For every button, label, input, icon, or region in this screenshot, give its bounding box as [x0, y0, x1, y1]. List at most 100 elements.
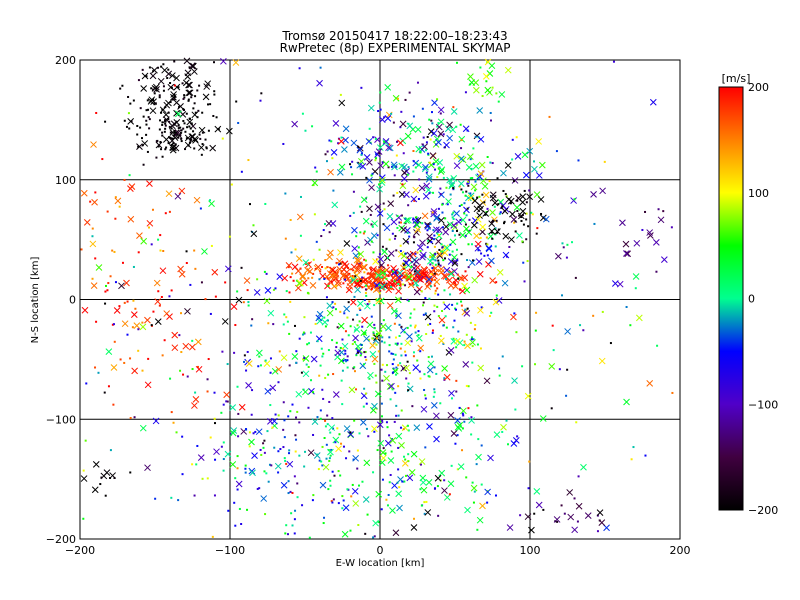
data-point-cross [566, 489, 574, 496]
data-point-dot [460, 139, 463, 142]
data-point-dot [630, 458, 633, 461]
data-point-dot [488, 315, 491, 318]
data-point-dot [424, 312, 427, 315]
data-point-cross [455, 218, 463, 226]
data-point-dot [436, 231, 439, 234]
data-point-dot [164, 127, 167, 130]
data-point-dot [308, 342, 311, 345]
data-point-cross [371, 402, 378, 410]
data-point-cross [443, 141, 450, 149]
data-point-dot [457, 330, 460, 333]
data-point-cross [454, 417, 461, 424]
data-point-dot [478, 195, 481, 198]
data-point-dot [346, 355, 349, 358]
data-point-dot [373, 327, 376, 330]
data-point-dot [194, 111, 197, 114]
colorbar [718, 86, 744, 511]
data-point-cross [291, 353, 299, 360]
data-point-dot [437, 233, 440, 236]
data-point-dot [412, 283, 415, 286]
data-point-cross [353, 267, 361, 274]
data-point-dot [370, 287, 373, 290]
data-point-cross [433, 435, 440, 443]
data-point-cross [406, 474, 414, 482]
data-point-dot [209, 199, 212, 202]
data-point-dot [324, 325, 327, 328]
data-point-cross [136, 232, 143, 240]
data-point-dot [194, 95, 197, 98]
data-point-dot [327, 319, 330, 322]
data-point-dot [436, 125, 439, 128]
data-point-dot [345, 457, 348, 460]
data-point-dot [129, 357, 132, 360]
data-point-dot [381, 363, 384, 366]
data-point-cross [342, 136, 349, 144]
data-point-dot [420, 504, 423, 507]
data-point-cross [446, 221, 454, 228]
data-point-dot [324, 425, 327, 428]
data-point-dot [388, 350, 391, 353]
data-point-dot [398, 221, 401, 224]
data-point-cross [404, 132, 412, 140]
data-point-dot [164, 120, 167, 123]
data-point-cross [492, 298, 500, 306]
data-point-dot [240, 170, 243, 173]
data-point-dot [513, 221, 516, 224]
data-point-cross [238, 403, 246, 411]
data-point-cross [360, 329, 368, 337]
data-point-dot [433, 310, 436, 313]
data-point-dot [437, 315, 440, 318]
data-point-dot [162, 85, 165, 88]
data-point-dot [502, 189, 505, 192]
data-point-dot [160, 295, 163, 298]
data-point-dot [82, 517, 85, 520]
data-point-cross [454, 423, 462, 431]
data-point-dot [390, 450, 393, 453]
data-point-dot [399, 244, 402, 247]
data-point-dot [361, 276, 364, 279]
data-point-dot [527, 487, 530, 490]
data-point-dot [535, 311, 538, 314]
data-point-dot [163, 130, 166, 133]
data-point-cross [584, 512, 592, 519]
data-point-dot [430, 241, 433, 244]
data-point-cross [477, 170, 485, 178]
data-point-cross [245, 360, 253, 367]
data-point-dot [357, 246, 360, 249]
data-point-cross [352, 252, 360, 260]
data-point-dot [401, 480, 404, 483]
data-point-dot [287, 415, 290, 418]
data-point-dot [191, 339, 194, 342]
data-point-dot [407, 429, 410, 432]
data-point-cross [459, 231, 467, 239]
data-point-dot [104, 284, 107, 287]
data-point-dot [450, 464, 453, 467]
data-point-dot [495, 92, 498, 95]
data-point-dot [577, 475, 580, 478]
data-point-dot [334, 274, 337, 277]
data-point-dot [114, 281, 117, 284]
data-point-dot [528, 460, 531, 463]
data-point-dot [463, 340, 466, 343]
data-point-dot [670, 226, 673, 229]
data-point-cross [235, 480, 243, 488]
data-point-cross [500, 169, 507, 177]
data-point-dot [215, 116, 218, 119]
data-point-cross [425, 479, 433, 486]
data-point-cross [80, 475, 88, 482]
data-point-cross [412, 186, 420, 194]
data-point-dot [283, 313, 286, 316]
data-point-dot [413, 263, 416, 266]
data-point-cross [369, 350, 377, 358]
data-point-dot [161, 134, 164, 137]
data-point-dot [394, 342, 397, 345]
data-point-dot [354, 329, 357, 332]
data-point-cross [343, 425, 351, 432]
data-point-dot [464, 91, 467, 94]
data-point-dot [382, 223, 385, 226]
data-point-cross [548, 363, 556, 370]
data-point-dot [363, 363, 366, 366]
data-point-dot [534, 329, 537, 332]
data-point-dot [283, 419, 286, 422]
